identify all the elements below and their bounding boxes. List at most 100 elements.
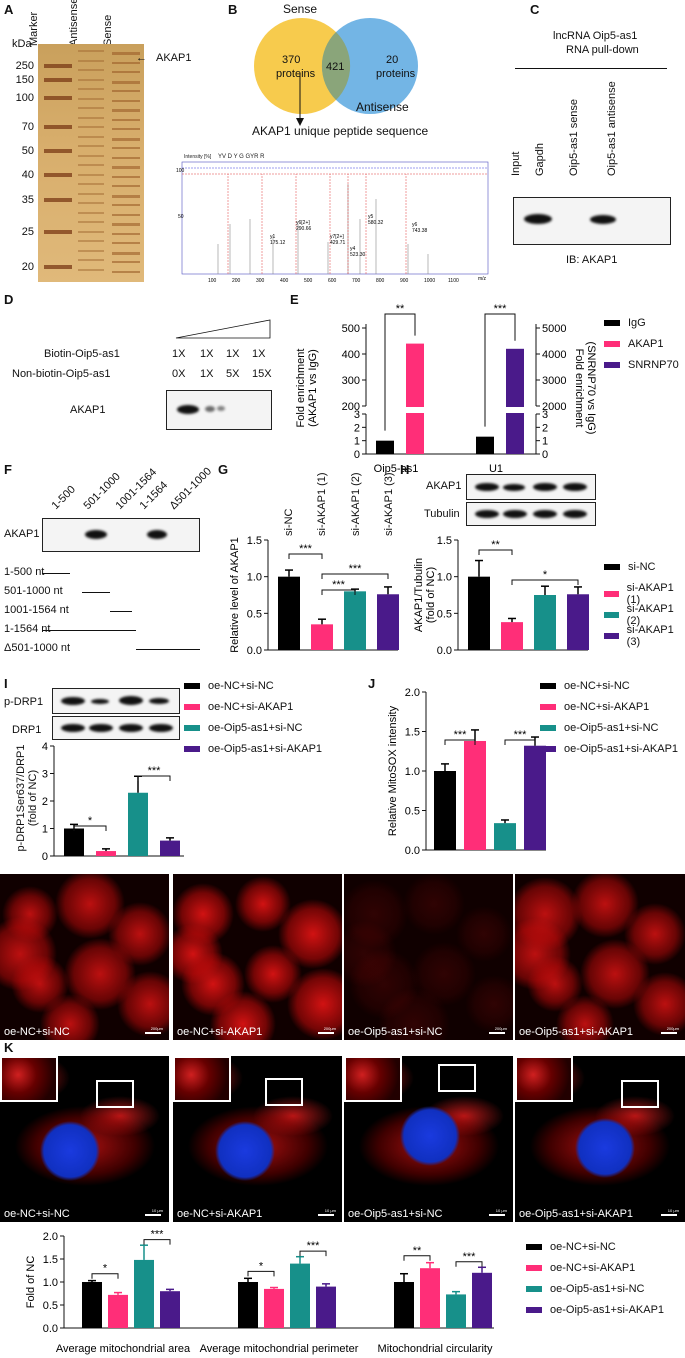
legend-swatch xyxy=(540,725,556,731)
svg-text:***: *** xyxy=(148,765,162,777)
svg-text:***: *** xyxy=(151,1229,165,1241)
svg-text:Fold enrichment: Fold enrichment xyxy=(295,349,307,428)
i-blot-drp1 xyxy=(52,716,180,740)
svg-text:500: 500 xyxy=(304,278,313,284)
gel-lane-label: Antisense xyxy=(68,0,80,46)
svg-text:y6: y6 xyxy=(412,222,418,228)
sense-band xyxy=(112,147,140,149)
legend-label: si-AKAP1 (2) xyxy=(626,603,674,627)
d-row2-value: 1X xyxy=(200,368,214,380)
svg-text:700: 700 xyxy=(352,278,361,284)
marker-band xyxy=(44,198,72,202)
svg-text:0: 0 xyxy=(42,851,48,863)
legend-item: SNRNP70 xyxy=(604,359,679,371)
panel-label-j: J xyxy=(368,676,376,691)
svg-text:0.0: 0.0 xyxy=(43,1323,58,1335)
bar xyxy=(464,740,486,850)
legend-swatch xyxy=(604,612,619,618)
gel-lane-label: Marker xyxy=(28,11,40,46)
legend-item: oe-Oip5-as1+si-AKAP1 xyxy=(184,743,322,755)
gel-tick: 150 xyxy=(15,74,34,86)
roi-box xyxy=(621,1080,659,1108)
svg-text:523.30: 523.30 xyxy=(350,252,366,258)
svg-text:1000: 1000 xyxy=(424,278,435,284)
antisense-band xyxy=(78,249,104,252)
svg-text:500: 500 xyxy=(342,323,360,335)
sense-band xyxy=(112,61,140,64)
legend-swatch xyxy=(540,683,556,689)
f-construct-label: 1-1564 nt xyxy=(4,623,51,635)
legend-label: oe-NC+si-AKAP1 xyxy=(564,701,650,713)
svg-text:0.0: 0.0 xyxy=(437,645,452,657)
scale-bar xyxy=(489,1214,505,1216)
marker-band xyxy=(44,125,72,129)
i-ylabel-2: (fold of NC) xyxy=(27,769,39,827)
svg-text:290.66: 290.66 xyxy=(296,226,312,232)
scale-bar-label: 200μm xyxy=(323,1026,336,1031)
svg-text:***: *** xyxy=(494,303,508,315)
sense-band xyxy=(112,52,140,55)
venn-diagram xyxy=(254,18,418,114)
bar xyxy=(434,771,456,850)
svg-text:0.5: 0.5 xyxy=(405,806,420,818)
antisense-band xyxy=(78,135,104,138)
legend-label: oe-Oip5-as1+si-AKAP1 xyxy=(208,743,323,755)
antisense-band xyxy=(78,126,104,128)
legend-swatch xyxy=(540,704,556,710)
akap1-arrow: ← xyxy=(136,52,147,64)
f-blot-label: AKAP1 xyxy=(4,528,40,540)
sense-band xyxy=(112,71,140,73)
svg-text:743.38: 743.38 xyxy=(412,228,428,234)
legend-item: oe-Oip5-as1+si-NC xyxy=(526,1283,644,1295)
pulldown-title-2: RNA pull-down xyxy=(566,44,639,56)
legend-label: oe-Oip5-as1+si-AKAP1 xyxy=(564,743,679,755)
legend-item: oe-Oip5-as1+si-AKAP1 xyxy=(526,1304,664,1316)
mitosox-image: oe-Oip5-as1+si-AKAP1 200μm xyxy=(515,874,685,1040)
venn-antisense-unit: proteins xyxy=(376,68,416,80)
legend-label: oe-Oip5-as1+si-NC xyxy=(550,1283,645,1295)
marker-band xyxy=(44,64,72,68)
f-construct-label: 1001-1564 nt xyxy=(4,604,69,616)
g-lane-label: si-AKAP1 (2) xyxy=(350,472,362,536)
svg-text:0: 0 xyxy=(542,449,548,461)
svg-text:Mitochondrial circularity: Mitochondrial circularity xyxy=(378,1343,493,1355)
antisense-band xyxy=(78,50,104,52)
legend-swatch xyxy=(184,683,200,689)
gel-lane-label: Sense xyxy=(102,14,114,46)
svg-text:**: ** xyxy=(396,303,405,315)
panel-label-h: H xyxy=(400,462,410,477)
bar xyxy=(567,594,589,650)
bar xyxy=(264,1288,284,1328)
svg-text:800: 800 xyxy=(376,278,385,284)
legend-swatch xyxy=(526,1244,542,1250)
bar xyxy=(377,594,399,650)
image-caption: oe-Oip5-as1+si-NC xyxy=(348,1208,443,1220)
legend-swatch xyxy=(526,1265,542,1271)
mito-image: oe-Oip5-as1+si-NC 10 μm xyxy=(344,1056,513,1222)
svg-text:300: 300 xyxy=(342,375,360,387)
svg-text:***: *** xyxy=(299,543,313,555)
legend-swatch xyxy=(184,725,200,731)
scale-bar xyxy=(661,1032,677,1034)
competition-blot xyxy=(166,390,272,430)
bar xyxy=(160,1291,180,1328)
legend-label: si-AKAP1 (3) xyxy=(626,624,674,648)
venn-antisense-value: 20 xyxy=(386,54,399,66)
h-blot-label-tubulin: Tubulin xyxy=(424,508,460,520)
legend-swatch xyxy=(184,704,200,710)
sense-band xyxy=(112,242,140,244)
svg-text:900: 900 xyxy=(400,278,409,284)
bar xyxy=(128,792,148,856)
h-blot-tubulin xyxy=(466,502,596,526)
venn-overlap-value: 421 xyxy=(326,61,345,73)
pulldown-ib-label: IB: AKAP1 xyxy=(566,254,618,266)
legend-item: oe-NC+si-NC xyxy=(184,680,274,692)
venn-antisense-title: Antisense xyxy=(356,100,409,114)
dose-triangle xyxy=(175,319,271,339)
bar xyxy=(472,1272,492,1328)
antisense-band xyxy=(78,202,104,204)
svg-text:Average mitochondrial area: Average mitochondrial area xyxy=(56,1343,191,1355)
svg-text:2: 2 xyxy=(354,422,360,434)
svg-text:Relative level of AKAP1: Relative level of AKAP1 xyxy=(229,537,241,653)
